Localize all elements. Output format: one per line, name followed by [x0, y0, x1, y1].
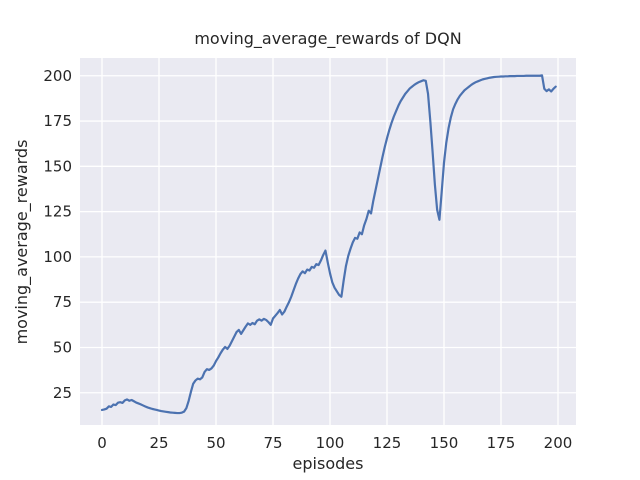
y-tick-label: 25 [53, 384, 72, 402]
y-tick-label: 150 [43, 157, 72, 175]
y-tick-label: 100 [43, 248, 72, 266]
y-tick-label: 50 [53, 338, 72, 356]
y-tick-label: 200 [43, 67, 72, 85]
reward-line [100, 74, 557, 415]
chart-title: moving_average_rewards of DQN [194, 29, 462, 48]
y-axis-label: moving_average_rewards [12, 139, 31, 345]
x-tick-label: 25 [149, 434, 168, 452]
plot-background [80, 58, 576, 425]
x-tick-label: 100 [316, 434, 345, 452]
x-tick-label: 125 [373, 434, 402, 452]
x-tick-label: 75 [263, 434, 282, 452]
y-tick-label: 175 [43, 112, 72, 130]
x-tick-label: 200 [544, 434, 573, 452]
y-tick-label: 125 [43, 203, 72, 221]
x-tick-label: 0 [97, 434, 107, 452]
x-axis-label: episodes [292, 454, 364, 473]
x-tick-label: 150 [430, 434, 459, 452]
x-tick-label: 175 [487, 434, 516, 452]
y-tick-label: 75 [53, 293, 72, 311]
x-tick-label: 50 [206, 434, 225, 452]
